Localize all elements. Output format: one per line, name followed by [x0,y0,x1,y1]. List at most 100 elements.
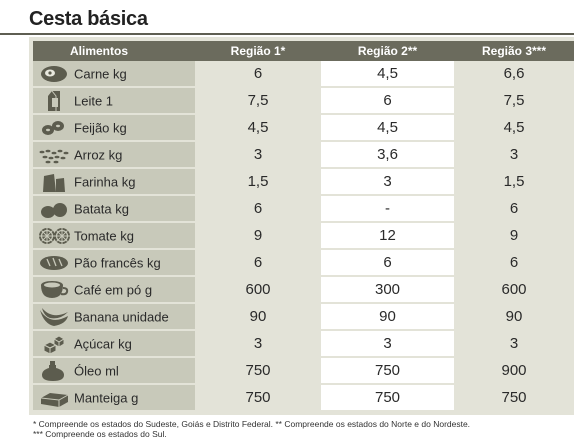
food-cell: Farinha kg [33,168,195,196]
region-3-value: 6,6 [454,61,574,88]
region-3-value: 9 [454,222,574,250]
oil-jug-icon [38,360,70,382]
region-1-value: 7,5 [195,87,321,115]
food-cell: Tomate kg [33,222,195,250]
food-name: Pão francês kg [74,255,161,270]
beans-icon [38,117,70,139]
region-1-value: 1,5 [195,168,321,196]
food-name: Arroz kg [74,147,123,162]
potato-icon [38,198,70,220]
sugar-cubes-icon [38,333,70,355]
region-3-value: 90 [454,303,574,331]
region-3-value: 1,5 [454,168,574,196]
coffee-cup-icon [38,279,70,301]
region-3-value: 600 [454,276,574,304]
food-name: Carne kg [74,66,127,81]
region-1-value: 750 [195,384,321,410]
region-2-value: - [321,195,454,223]
food-cell: Carne kg [33,61,195,88]
region-2-value: 3 [321,330,454,358]
basic-basket-table: Alimentos Região 1* Região 2** Região 3*… [33,41,574,410]
header-regiao-2: Região 2** [321,41,454,61]
region-2-value: 12 [321,222,454,250]
food-cell: Arroz kg [33,141,195,169]
region-3-value: 6 [454,249,574,277]
food-cell: Açúcar kg [33,330,195,358]
food-cell: Batata kg [33,195,195,223]
footnotes: * Compreende os estados do Sudeste, Goiá… [33,419,573,439]
region-2-value: 3 [321,168,454,196]
butter-icon [38,387,70,409]
tomato-icon [38,225,70,247]
region-1-value: 9 [195,222,321,250]
rice-icon [38,144,70,166]
food-cell: Café em pó g [33,276,195,304]
region-3-value: 750 [454,384,574,410]
page-title: Cesta básica [29,8,148,30]
region-1-value: 4,5 [195,114,321,142]
table-row: Banana unidade 90 90 90 [33,303,574,331]
header-alimentos: Alimentos [33,41,195,61]
table-row: Farinha kg 1,5 3 1,5 [33,168,574,196]
region-3-value: 7,5 [454,87,574,115]
food-name: Café em pó g [74,282,153,297]
region-2-value: 90 [321,303,454,331]
food-cell: Manteiga g [33,384,195,410]
region-2-value: 300 [321,276,454,304]
table-row: Óleo ml 750 750 900 [33,357,574,385]
food-name: Manteiga g [74,390,139,405]
region-2-value: 6 [321,249,454,277]
region-3-value: 3 [454,330,574,358]
region-3-value: 6 [454,195,574,223]
header-regiao-3: Região 3*** [454,41,574,61]
header-regiao-1: Região 1* [195,41,321,61]
food-cell: Leite 1 [33,87,195,115]
region-2-value: 4,5 [321,61,454,88]
food-name: Farinha kg [74,174,136,189]
food-name: Óleo ml [74,363,119,378]
table-row: Feijão kg 4,5 4,5 4,5 [33,114,574,142]
region-3-value: 900 [454,357,574,385]
table-header-row: Alimentos Região 1* Região 2** Região 3*… [33,41,574,61]
food-cell: Feijão kg [33,114,195,142]
table-row: Café em pó g 600 300 600 [33,276,574,304]
region-3-value: 3 [454,141,574,169]
region-1-value: 3 [195,330,321,358]
food-name: Feijão kg [74,120,127,135]
banana-icon [38,306,70,328]
region-1-value: 6 [195,61,321,88]
flour-bag-icon [38,171,70,193]
food-cell: Óleo ml [33,357,195,385]
table-row: Pão francês kg 6 6 6 [33,249,574,277]
food-name: Banana unidade [74,309,169,324]
region-2-value: 3,6 [321,141,454,169]
region-1-value: 3 [195,141,321,169]
footnote-line-2: *** Compreende os estados do Sul. [33,429,167,439]
bread-icon [38,252,70,274]
region-2-value: 6 [321,87,454,115]
table-row: Manteiga g 750 750 750 [33,384,574,410]
footnote-line-1: * Compreende os estados do Sudeste, Goiá… [33,419,471,429]
meat-icon [38,63,70,85]
table-row: Batata kg 6-6 [33,195,574,223]
food-name: Batata kg [74,201,129,216]
table-row: Carne kg 6 4,5 6,6 [33,61,574,88]
region-2-value: 4,5 [321,114,454,142]
title-divider [0,33,574,35]
region-1-value: 600 [195,276,321,304]
food-name: Açúcar kg [74,336,132,351]
food-cell: Pão francês kg [33,249,195,277]
region-3-value: 4,5 [454,114,574,142]
region-2-value: 750 [321,384,454,410]
table-row: Tomate kg 9 12 9 [33,222,574,250]
region-1-value: 6 [195,195,321,223]
food-name: Leite 1 [74,93,114,108]
region-2-value: 750 [321,357,454,385]
region-1-value: 90 [195,303,321,331]
food-name: Tomate kg [74,228,134,243]
milk-carton-icon [38,90,70,112]
table-row: Leite 1 7,5 6 7,5 [33,87,574,115]
food-cell: Banana unidade [33,303,195,331]
table-row: Arroz kg 3 3,6 3 [33,141,574,169]
table-row: Açúcar kg 3 3 3 [33,330,574,358]
